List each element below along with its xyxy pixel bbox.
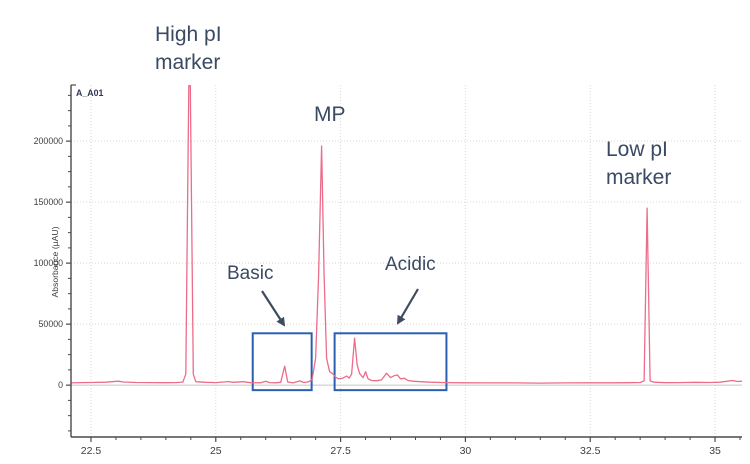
trace-id-label: A_A01 [76,88,103,98]
acidic-label-text: Acidic [385,254,436,275]
mp-label-text: MP [314,103,346,126]
basic-annotation-arrow [261,290,286,327]
basic-label-text: Basic [227,263,274,284]
y-tick-label: 0 [58,380,63,390]
acidic-region-box [333,332,448,392]
acidic-annotation-arrow [396,288,419,325]
basic-region-box [251,332,313,392]
x-tick-label: 22.5 [81,445,102,457]
x-tick-label: 27.5 [330,445,351,457]
low-pi-marker-label: Low pI marker [606,136,671,191]
high-pi-marker-line1: High pI [155,23,222,46]
y-tick-label: 150000 [34,197,63,207]
region-boxes [251,332,448,392]
mp-label: MP [314,101,346,129]
trace-A_A01 [70,84,743,384]
y-tick-label: 100000 [34,258,63,268]
high-pi-marker-label: High pI marker [155,21,222,76]
low-pi-marker-line1: Low pI [606,138,668,161]
high-pi-marker-line2: marker [155,50,221,74]
gridlines [71,85,742,437]
x-tick-label: 25 [210,445,222,457]
x-tick-label: 30 [460,445,472,457]
low-pi-marker-line2: marker [606,165,672,189]
basic-label: Basic [227,261,273,286]
x-tick-label: 32.5 [580,445,601,457]
y-tick-label: 50000 [39,319,64,329]
trace-group [70,84,743,384]
y-tick-label: 200000 [34,136,63,146]
acidic-label: Acidic [385,252,436,277]
tick-labels: 22.5 25 27.5 30 32.5 35 0 50000 100000 150000 2000… [34,136,721,457]
x-tick-label: 35 [709,445,721,457]
y-axis-title: Absorbance (µAU) [50,226,60,297]
axes [66,84,742,442]
